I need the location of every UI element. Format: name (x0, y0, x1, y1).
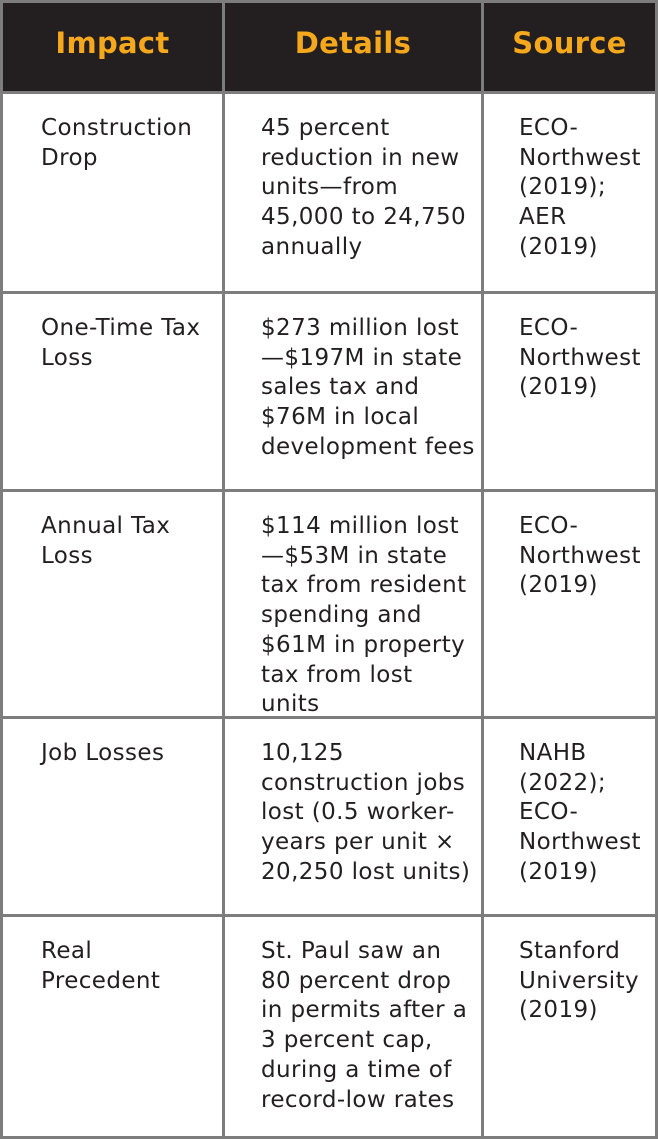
table-row: Job Losses 10,125 construction jobs lost… (3, 719, 655, 917)
cell-impact: One-Time Tax Loss (3, 294, 225, 489)
cell-impact: Job Losses (3, 719, 225, 914)
cell-source: ECO-Northwest (2019) (519, 315, 641, 401)
table-row: Annual Tax Loss $114 million lost—$53M i… (3, 492, 655, 719)
cell-source: NAHB (2022); ECO-Northwest (2019) (519, 740, 641, 885)
cell-details: 45 percent reduction in new units—from 4… (225, 94, 484, 291)
cell-impact: Annual Tax Loss (3, 492, 225, 716)
cell-impact: Real Precedent (3, 917, 225, 1136)
cell-details: St. Paul saw an 80 percent drop in permi… (225, 917, 484, 1136)
table-row: Real Precedent St. Paul saw an 80 percen… (3, 917, 655, 1136)
header-impact: Impact (3, 3, 225, 91)
table-row: One-Time Tax Loss $273 million lost—$197… (3, 294, 655, 492)
header-source: Source (512, 26, 627, 60)
cell-source: Stanford University (2019) (519, 938, 640, 1024)
table-header-row: Impact Details Source (3, 3, 655, 94)
cell-details: $273 million lost—$197M in state sales t… (225, 294, 484, 489)
cell-details: 10,125 construction jobs lost (0.5 worke… (225, 719, 484, 914)
table-row: Construction Drop 45 percent reduction i… (3, 94, 655, 294)
cell-details: $114 million lost—$53M in state tax from… (225, 492, 484, 717)
header-details: Details (225, 3, 484, 91)
cell-source: ECO-Northwest (2019) (519, 513, 641, 599)
cell-source: ECO-Northwest (2019); AER (2019) (519, 115, 641, 260)
cell-impact: Construction Drop (3, 94, 225, 291)
